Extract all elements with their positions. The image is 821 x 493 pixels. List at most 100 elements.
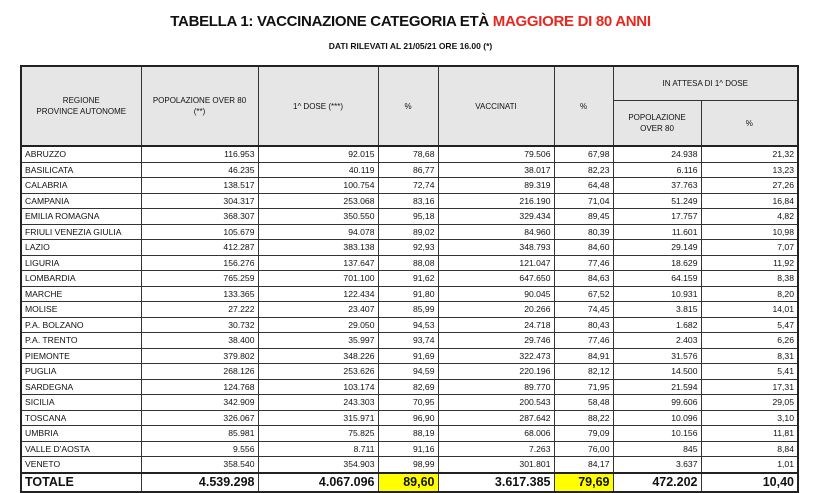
cell-waiting-population: 18.629 — [612, 254, 702, 271]
cell-region: MOLISE — [20, 301, 142, 318]
cell-first-dose: 23.407 — [257, 301, 379, 318]
table-row: CAMPANIA 304.317 253.068 83,16 216.190 71,04 5… — [20, 192, 799, 209]
cell-waiting-population: 10.156 — [612, 425, 702, 442]
total-row: TOTALE 4.539.298 4.067.096 89,60 3.617.385 79… — [20, 471, 799, 493]
cell-first-dose-pct: 91,80 — [377, 285, 439, 302]
table-row: LAZIO 412.287 383.138 92,93 348.793 84,60 29.1… — [20, 239, 799, 256]
cell-first-dose-pct: 96,90 — [377, 409, 439, 426]
cell-population: 379.802 — [140, 347, 259, 364]
cell-vaccinated: 79.506 — [437, 145, 555, 163]
cell-first-dose: 354.903 — [257, 456, 379, 473]
header-attesa-popolazione: POPOLAZIONE OVER 80 — [612, 100, 702, 147]
cell-waiting-population: 10.931 — [612, 285, 702, 302]
cell-vaccinated: 322.473 — [437, 347, 555, 364]
cell-population: 9.556 — [140, 440, 259, 457]
cell-vaccinated: 216.190 — [437, 192, 555, 209]
cell-first-dose: 701.100 — [257, 270, 379, 287]
cell-first-dose-pct: 85,99 — [377, 301, 439, 318]
cell-first-dose-pct: 70,95 — [377, 394, 439, 411]
total-vaccinated-pct: 79,69 — [553, 471, 614, 493]
cell-waiting-pct: 8,20 — [700, 285, 799, 302]
cell-population: 358.540 — [140, 456, 259, 473]
cell-waiting-pct: 21,32 — [700, 145, 799, 163]
cell-region: LOMBARDIA — [20, 270, 142, 287]
cell-region: P.A. TRENTO — [20, 332, 142, 349]
header-popolazione: POPOLAZIONE OVER 80 (**) — [140, 65, 259, 147]
total-region: TOTALE — [20, 471, 142, 493]
cell-first-dose-pct: 91,69 — [377, 347, 439, 364]
cell-region: SARDEGNA — [20, 378, 142, 395]
cell-region: CALABRIA — [20, 177, 142, 194]
cell-population: 412.287 — [140, 239, 259, 256]
cell-vaccinated-pct: 80,39 — [553, 223, 614, 240]
table-row: UMBRIA 85.981 75.825 88,19 68.006 79,09 10.156… — [20, 425, 799, 442]
cell-population: 27.222 — [140, 301, 259, 318]
cell-waiting-pct: 8,31 — [700, 347, 799, 364]
header-prima-dose: 1^ DOSE (***) — [257, 65, 379, 147]
cell-first-dose: 75.825 — [257, 425, 379, 442]
cell-waiting-population: 51.249 — [612, 192, 702, 209]
cell-vaccinated-pct: 89,45 — [553, 208, 614, 225]
cell-waiting-population: 24.938 — [612, 145, 702, 163]
cell-population: 765.259 — [140, 270, 259, 287]
table-row: BASILICATA 46.235 40.119 86,77 38.017 82,23 6.… — [20, 161, 799, 178]
cell-waiting-population: 3.637 — [612, 456, 702, 473]
total-first-dose-pct: 89,60 — [377, 471, 439, 493]
cell-waiting-population: 2.403 — [612, 332, 702, 349]
title-text: TABELLA 1: VACCINAZIONE CATEGORIA ETÀ — [170, 13, 493, 30]
cell-vaccinated-pct: 79,09 — [553, 425, 614, 442]
table-row: PUGLIA 268.126 253.626 94,59 220.196 82,12 14.… — [20, 363, 799, 380]
cell-waiting-population: 29.149 — [612, 239, 702, 256]
cell-vaccinated-pct: 74,45 — [553, 301, 614, 318]
cell-region: CAMPANIA — [20, 192, 142, 209]
cell-first-dose: 92.015 — [257, 145, 379, 163]
cell-waiting-population: 11.601 — [612, 223, 702, 240]
cell-first-dose-pct: 83,16 — [377, 192, 439, 209]
cell-waiting-pct: 11,92 — [700, 254, 799, 271]
cell-vaccinated-pct: 84,17 — [553, 456, 614, 473]
total-first-dose: 4.067.096 — [257, 471, 379, 493]
total-population: 4.539.298 — [140, 471, 259, 493]
cell-region: SICILIA — [20, 394, 142, 411]
cell-waiting-pct: 8,84 — [700, 440, 799, 457]
cell-vaccinated-pct: 71,95 — [553, 378, 614, 395]
header-regione: REGIONE PROVINCE AUTONOME — [20, 65, 142, 147]
cell-vaccinated-pct: 88,22 — [553, 409, 614, 426]
cell-vaccinated-pct: 84,60 — [553, 239, 614, 256]
cell-population: 342.909 — [140, 394, 259, 411]
cell-vaccinated: 329.434 — [437, 208, 555, 225]
title-highlight: MAGGIORE DI 80 ANNI — [492, 13, 651, 30]
cell-population: 368.307 — [140, 208, 259, 225]
cell-population: 326.067 — [140, 409, 259, 426]
table-row: VALLE D'AOSTA 9.556 8.711 91,16 7.263 76,00 84… — [20, 440, 799, 457]
cell-vaccinated-pct: 67,52 — [553, 285, 614, 302]
cell-population: 133.365 — [140, 285, 259, 302]
cell-vaccinated: 29.746 — [437, 332, 555, 349]
cell-first-dose: 103.174 — [257, 378, 379, 395]
cell-region: PUGLIA — [20, 363, 142, 380]
cell-waiting-population: 10.096 — [612, 409, 702, 426]
cell-waiting-population: 21.594 — [612, 378, 702, 395]
cell-vaccinated-pct: 84,63 — [553, 270, 614, 287]
cell-population: 85.981 — [140, 425, 259, 442]
cell-first-dose-pct: 89,02 — [377, 223, 439, 240]
cell-first-dose-pct: 98,99 — [377, 456, 439, 473]
cell-waiting-pct: 14,01 — [700, 301, 799, 318]
cell-first-dose-pct: 82,69 — [377, 378, 439, 395]
cell-first-dose: 8.711 — [257, 440, 379, 457]
cell-vaccinated-pct: 77,46 — [553, 332, 614, 349]
table-body: ABRUZZO 116.953 92.015 78,68 79.506 67,98 24.9… — [20, 145, 799, 493]
table-row: EMILIA ROMAGNA 368.307 350.550 95,18 329.434… — [20, 208, 799, 225]
cell-waiting-pct: 7,07 — [700, 239, 799, 256]
cell-first-dose-pct: 88,19 — [377, 425, 439, 442]
cell-first-dose: 348.226 — [257, 347, 379, 364]
table-subtitle: DATI RILEVATI AL 21/05/21 ORE 16.00 (*) — [328, 41, 493, 51]
cell-waiting-pct: 8,38 — [700, 270, 799, 287]
cell-waiting-pct: 5,47 — [700, 316, 799, 333]
cell-vaccinated: 89.770 — [437, 378, 555, 395]
table-row: SICILIA 342.909 243.303 70,95 200.543 58,48 99… — [20, 394, 799, 411]
cell-waiting-pct: 3,10 — [700, 409, 799, 426]
cell-waiting-pct: 17,31 — [700, 378, 799, 395]
cell-waiting-pct: 5,41 — [700, 363, 799, 380]
cell-vaccinated: 89.319 — [437, 177, 555, 194]
